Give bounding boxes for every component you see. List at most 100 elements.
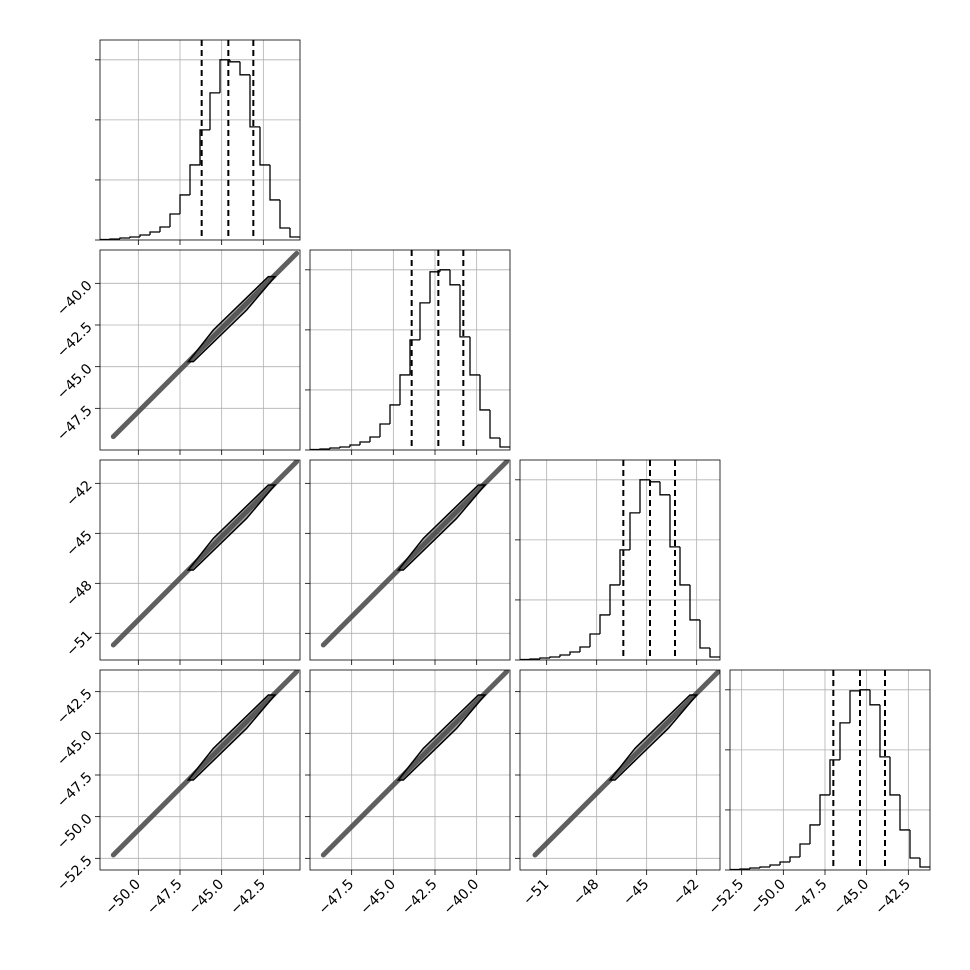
x-tick-label: −47.5 [144,876,186,918]
panel-frame [99,459,301,661]
panel [100,250,300,450]
hist-step [559,654,570,657]
panel-frame [309,459,511,661]
panel-frame [99,249,301,451]
contour [186,275,277,363]
hist-step [239,61,250,76]
hist-step [479,374,490,411]
x-tick-label: −45 [620,876,652,908]
x-tick-label: −42.5 [872,876,914,918]
hist-step [149,231,160,236]
hist-step [599,614,610,634]
hist-step [629,512,640,550]
panel-frame [519,669,721,871]
hist-step [829,759,840,795]
x-tick-label: −42.5 [399,876,441,918]
panel [310,670,510,870]
contour [396,484,487,571]
hist-step [249,74,260,128]
x-tick-label: −51 [520,876,552,908]
x-tick-label: −47.5 [316,876,358,918]
hist-step [369,436,380,443]
hist-step [209,92,220,130]
hist-step [799,843,810,857]
hist-step [389,404,400,424]
hist-step [819,794,830,825]
panel [100,460,300,660]
y-tick-label: −45 [63,528,95,560]
y-tick-label: −47.5 [54,769,96,811]
hist-step [669,494,680,548]
y-tick-label: −42.5 [54,319,96,361]
hist-step [529,658,540,660]
panel [520,460,720,660]
contour [396,694,487,781]
hist-step [129,236,140,239]
hist-step [119,237,130,239]
hist-step [739,868,750,870]
hist-step [899,794,910,831]
x-tick-label: −52.5 [706,876,748,918]
hist-step [919,857,930,868]
hist-step [589,633,600,647]
hist-step [139,234,150,237]
hist-step [549,656,560,659]
hist-step [579,646,590,653]
hist-step [429,271,440,303]
hist-step [859,689,870,691]
y-tick-label: −42 [63,478,95,510]
panel-frame [99,669,301,871]
contour [186,484,277,571]
hist-step [699,619,710,649]
hist-step [499,437,510,448]
panel [100,40,300,240]
y-tick-label: −42.5 [54,686,96,728]
hist-step [689,584,700,621]
hist-step [779,861,790,866]
hist-step [659,481,670,496]
y-tick-label: −50.0 [54,811,96,853]
y-tick-label: −48 [63,578,95,610]
hist-step [189,164,200,195]
panel-frame [309,669,511,871]
hist-step [909,829,920,859]
y-tick-label: −45.0 [54,728,96,770]
hist-step [789,856,800,863]
hist-step [339,446,350,449]
panel-frame [99,39,301,241]
x-tick-label: −45.0 [831,876,873,918]
hist-step [759,866,770,869]
hist-step [469,336,480,376]
hist-step [539,657,550,659]
hist-step [419,302,430,340]
y-tick-label: −45.0 [54,361,96,403]
hist-step [409,339,420,375]
hist-step [169,213,180,227]
x-tick-label: −42 [670,876,702,908]
x-tick-label: −42.5 [227,876,269,918]
hist-step [769,864,780,867]
panel [100,670,300,870]
hist-step [259,126,270,166]
hist-step [289,227,300,238]
hist-step [269,164,280,201]
hist-step [569,651,580,656]
y-tick-label: −47.5 [54,403,96,445]
y-tick-label: −40.0 [54,278,96,320]
hist-step [619,549,630,585]
hist-step [319,448,330,450]
x-tick-label: −50.0 [747,876,789,918]
x-tick-label: −45.0 [186,876,228,918]
panel [520,670,720,870]
hist-step [329,447,340,449]
hist-step [179,194,190,214]
hist-step [609,584,620,615]
hist-step [809,824,820,844]
panel [310,460,510,660]
hist-step [869,689,880,706]
hist-step [839,722,850,760]
hist-step [459,284,470,338]
panel [730,670,930,870]
